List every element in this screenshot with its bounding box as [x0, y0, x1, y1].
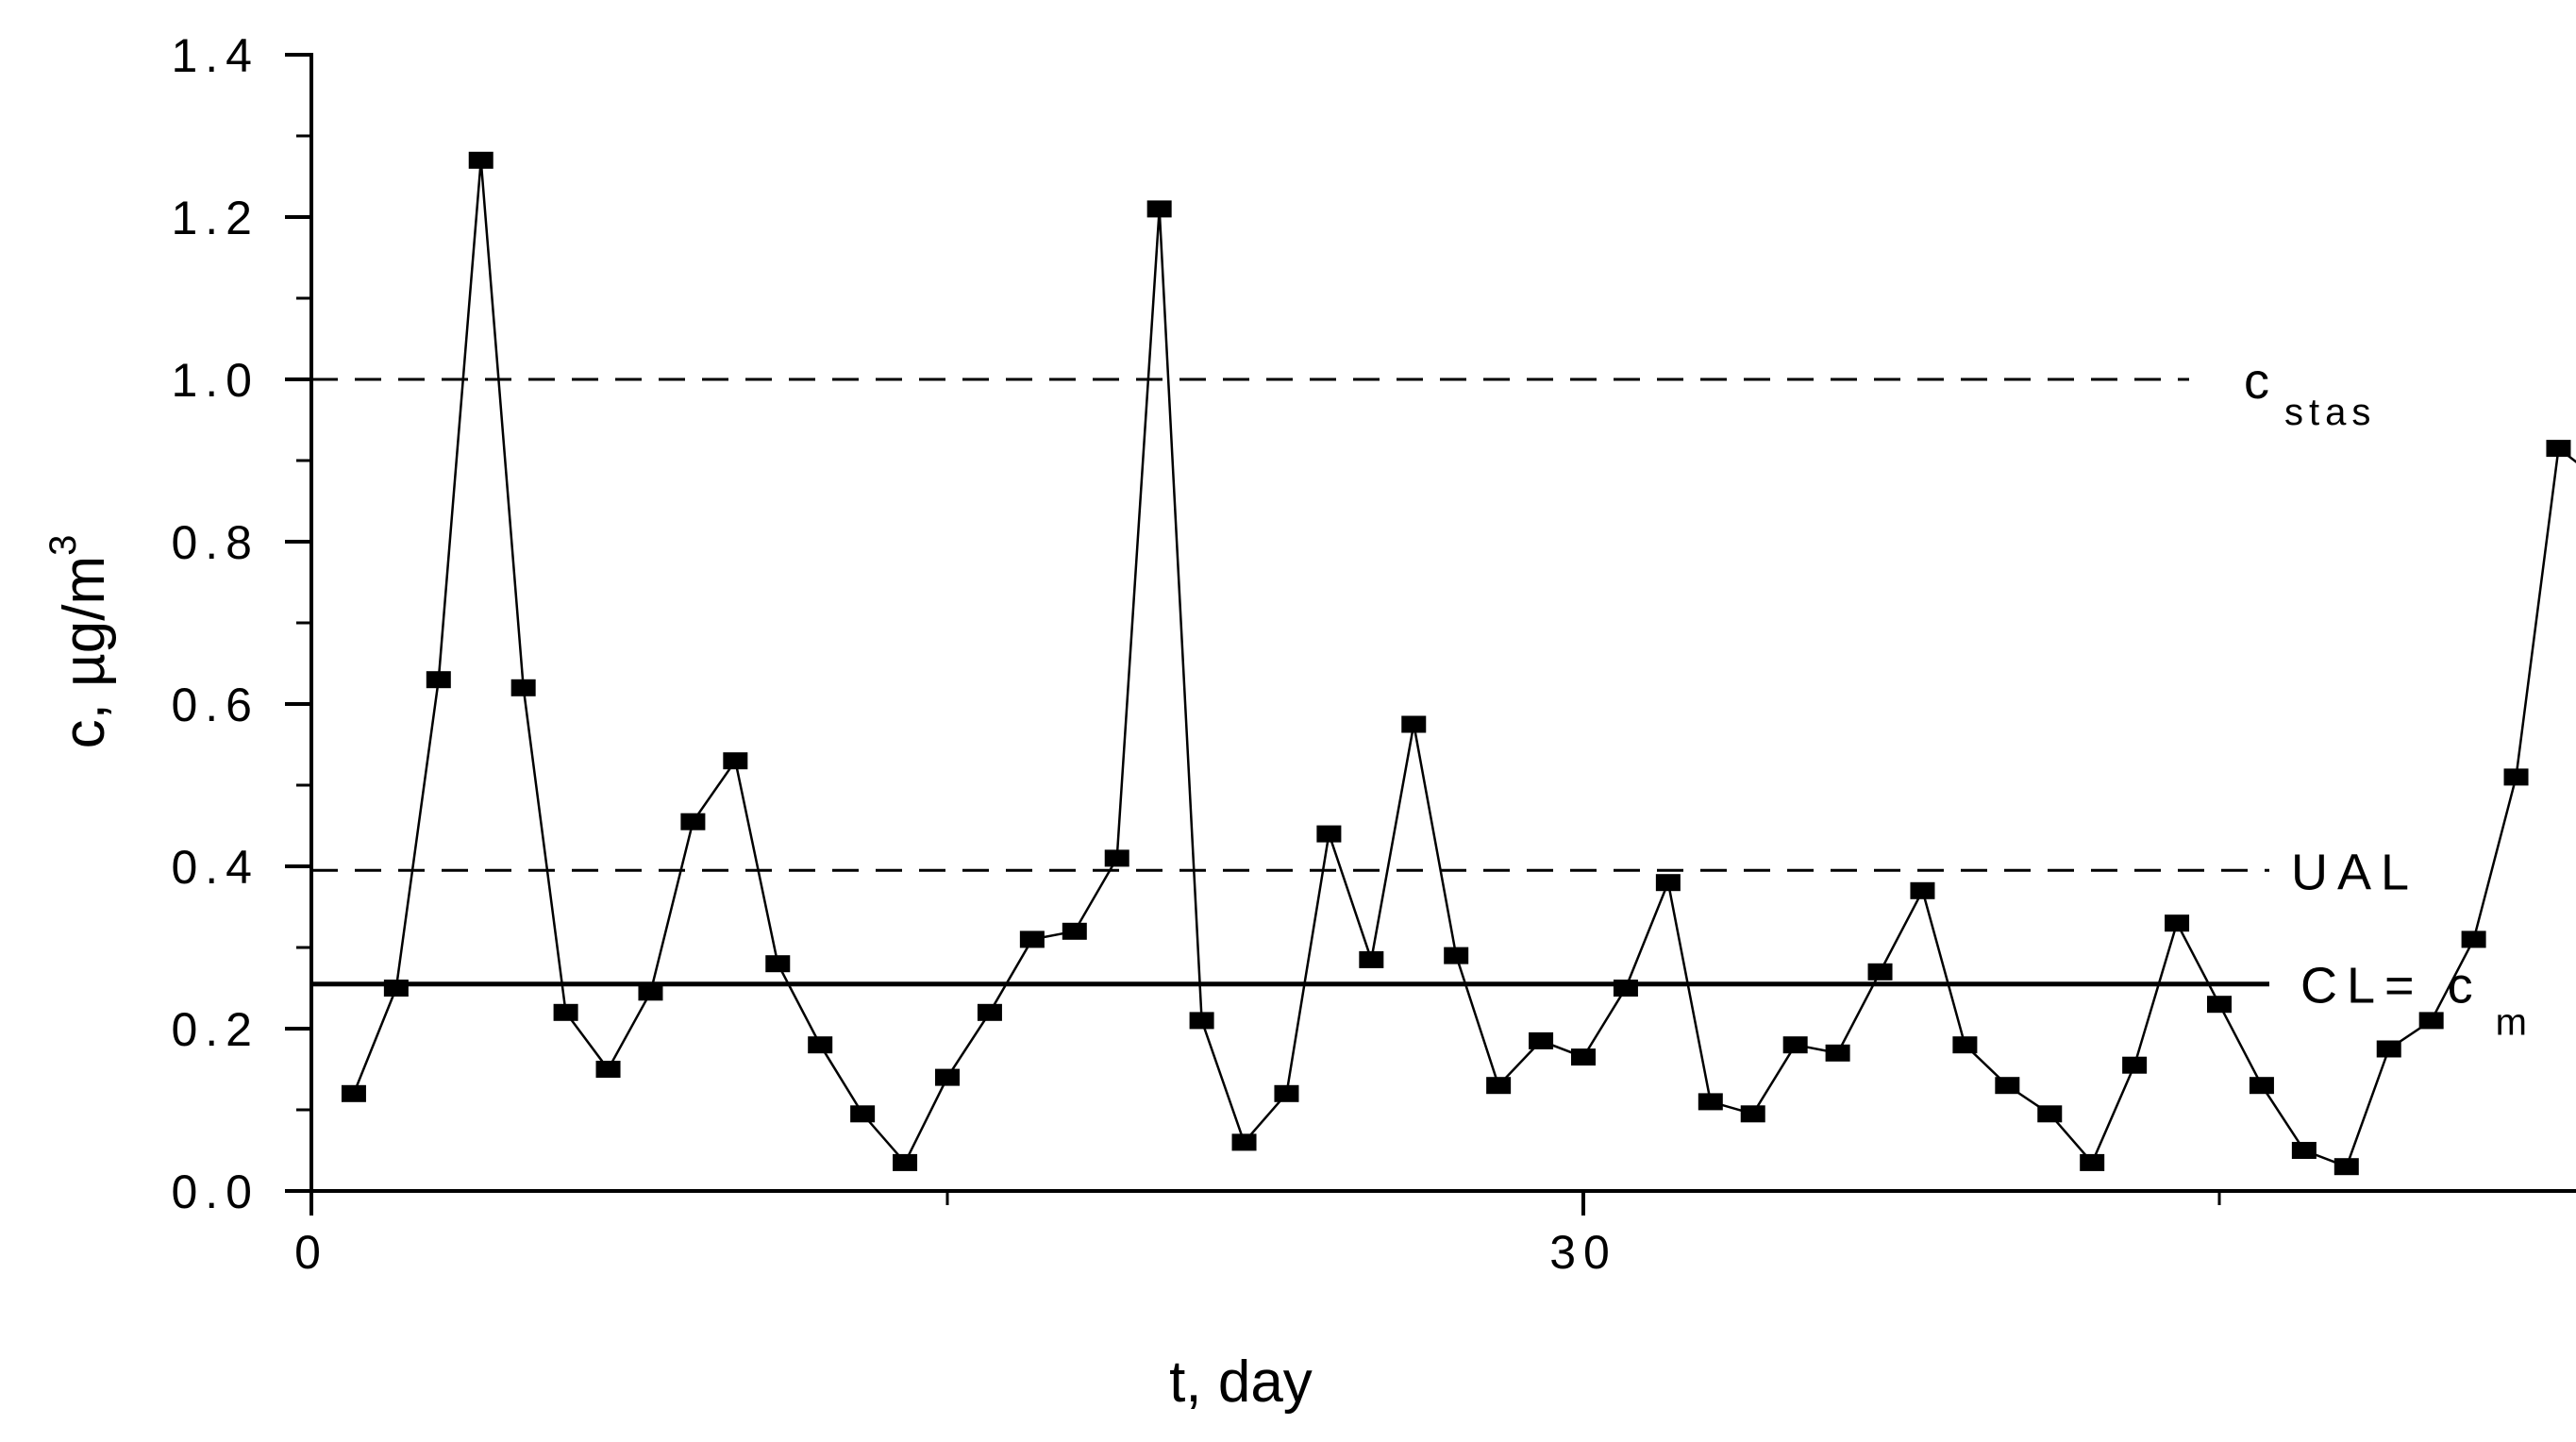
data-point	[1019, 931, 1045, 948]
data-point	[723, 752, 748, 770]
data-point	[1146, 200, 1172, 218]
data-point	[1274, 1084, 1299, 1102]
data-point	[553, 1003, 578, 1021]
data-point	[977, 1003, 1002, 1021]
data-point	[1698, 1093, 1723, 1111]
reference-label-sub: m	[2496, 1002, 2533, 1044]
reference-lines	[311, 377, 2269, 987]
data-point	[341, 1084, 366, 1102]
data-point	[468, 151, 493, 169]
data-point	[1867, 963, 1893, 981]
data-point	[1444, 947, 1469, 964]
data-point	[638, 983, 663, 1001]
data-point	[1189, 1012, 1214, 1030]
series-path	[352, 159, 2576, 1168]
reference-labels: cstas UAL CL= c m	[2244, 353, 2533, 1044]
data-point	[2546, 440, 2571, 458]
data-point	[2418, 1012, 2444, 1030]
y-axis-title-sup: 3	[42, 535, 84, 556]
data-point	[1401, 715, 1427, 733]
reference-label-sub: stas	[2284, 392, 2376, 433]
data-point	[935, 1068, 960, 1086]
data-point	[1740, 1105, 1765, 1123]
data-point	[1571, 1048, 1596, 1066]
series-line	[352, 159, 2576, 1168]
data-point	[2080, 1153, 2105, 1171]
data-point	[2333, 1158, 2359, 1176]
y-tick-label: 0.8	[171, 516, 259, 569]
data-points	[341, 151, 2571, 1176]
data-point	[426, 671, 451, 689]
data-point	[893, 1153, 918, 1171]
reference-label-cstas: cstas	[2244, 353, 2376, 433]
reference-label-ual: UAL	[2291, 844, 2418, 900]
y-tick-label: 1.0	[171, 354, 259, 407]
y-axis-title-main: c, µg/m	[52, 556, 117, 749]
data-point	[1529, 1031, 1554, 1049]
x-axis-title: t, day	[1169, 1350, 1313, 1415]
reference-label-main: CL= c	[2300, 958, 2483, 1014]
data-point	[1316, 825, 1342, 843]
x-tick-label: 30	[1549, 1226, 1617, 1279]
data-point	[510, 679, 536, 696]
data-point	[808, 1036, 833, 1054]
data-point	[1231, 1133, 1257, 1151]
data-point	[2461, 931, 2486, 948]
y-tick-label: 1.4	[171, 29, 259, 82]
data-point	[680, 813, 706, 830]
data-point	[595, 1061, 621, 1078]
data-point	[1359, 950, 1384, 968]
data-point	[1613, 980, 1638, 997]
y-tick-label: 0.2	[171, 1003, 259, 1056]
data-point	[1486, 1077, 1512, 1095]
reference-label-main: c	[2244, 353, 2279, 410]
data-point	[1782, 1036, 1808, 1054]
data-point	[2122, 1056, 2148, 1074]
data-point	[1910, 881, 1935, 899]
reference-label-cl: CL= c m	[2300, 958, 2533, 1044]
data-point	[1952, 1036, 1978, 1054]
data-point	[850, 1105, 876, 1123]
data-point	[2503, 768, 2529, 786]
data-point	[383, 980, 409, 997]
data-point	[2249, 1077, 2274, 1095]
data-point	[2037, 1105, 2063, 1123]
data-point	[2376, 1040, 2401, 1058]
x-tick-label: 0	[294, 1226, 328, 1279]
data-point	[1655, 874, 1681, 892]
data-point	[1104, 849, 1129, 867]
data-point	[765, 955, 791, 973]
data-point	[1995, 1077, 2020, 1095]
y-tick-label: 0.4	[171, 841, 259, 894]
reference-label-main: UAL	[2291, 844, 2418, 900]
y-ticks: 0.0 0.2 0.4 0.6 0.8 1.0 1.2 1.4	[171, 29, 311, 1218]
data-point	[1825, 1044, 1850, 1062]
y-tick-label: 1.2	[171, 192, 259, 244]
y-axis-title: c, µg/m3	[42, 535, 117, 749]
y-tick-label: 0.0	[171, 1165, 259, 1218]
x-ticks: 0306090120150	[294, 1191, 2221, 1279]
data-point	[1062, 922, 1087, 940]
data-point	[2207, 996, 2232, 1014]
data-point	[2291, 1142, 2317, 1159]
data-point	[2165, 914, 2190, 932]
y-tick-label: 0.6	[171, 679, 259, 731]
